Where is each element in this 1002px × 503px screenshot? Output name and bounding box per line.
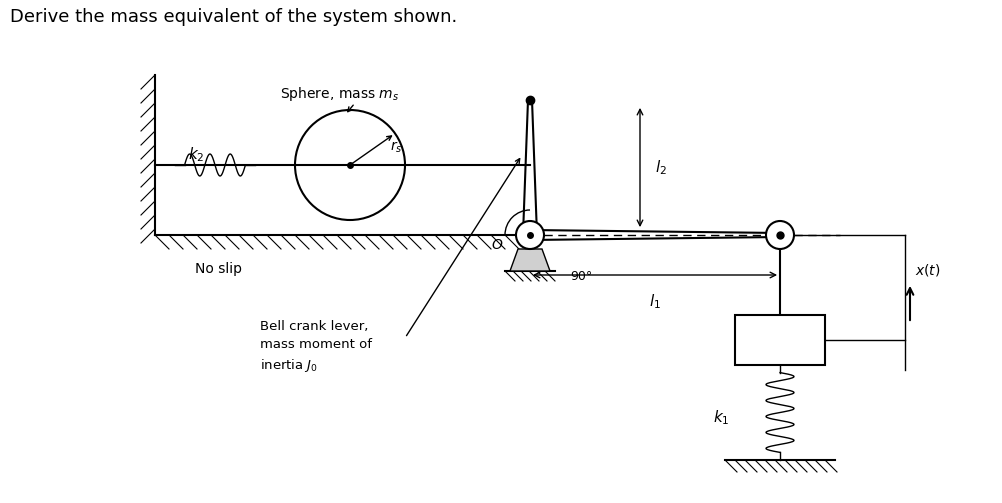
Text: Sphere, mass $m_s$: Sphere, mass $m_s$ — [280, 85, 399, 103]
Text: $r_s$: $r_s$ — [390, 140, 403, 155]
Text: $k_2$: $k_2$ — [188, 145, 204, 163]
Text: O: O — [491, 238, 502, 252]
Text: No slip: No slip — [195, 262, 242, 276]
Bar — [735, 315, 825, 365]
Text: $l_1$: $l_1$ — [649, 292, 661, 311]
Text: 90°: 90° — [570, 270, 592, 283]
Circle shape — [516, 221, 544, 249]
Polygon shape — [510, 249, 550, 271]
Text: $k_1$: $k_1$ — [713, 408, 730, 428]
Text: Derive the mass equivalent of the system shown.: Derive the mass equivalent of the system… — [10, 8, 457, 26]
Text: $x(t)$: $x(t)$ — [915, 262, 941, 278]
Text: Bell crank lever,
mass moment of
inertia $J_0$: Bell crank lever, mass moment of inertia… — [260, 320, 372, 374]
Text: m: m — [773, 332, 788, 348]
Text: $l_2$: $l_2$ — [655, 158, 667, 178]
Circle shape — [766, 221, 794, 249]
